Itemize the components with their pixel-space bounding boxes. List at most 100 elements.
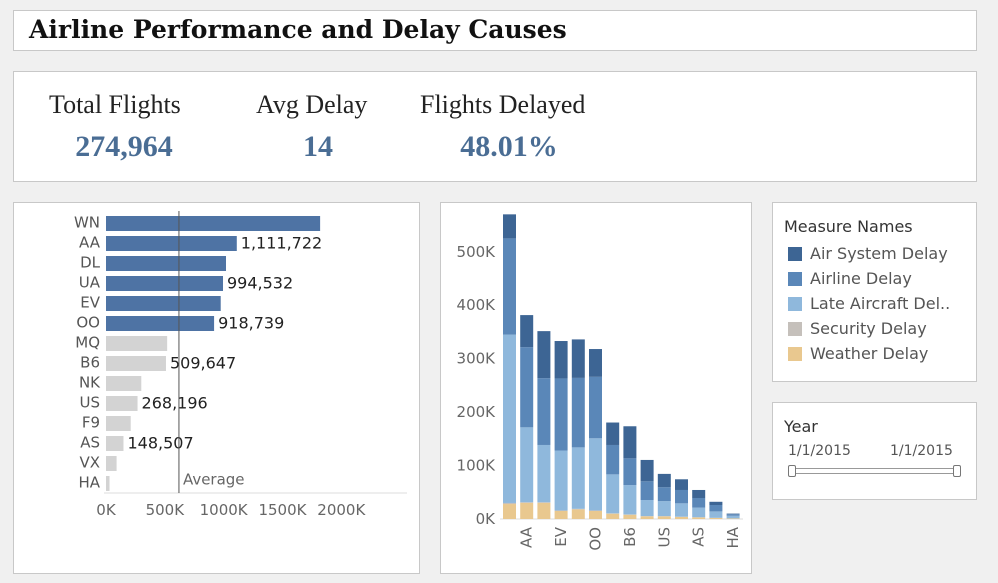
x-tick-label: EV [552, 526, 570, 546]
bar-wn [106, 216, 321, 231]
page-title: Airline Performance and Delay Causes [29, 15, 567, 44]
year-filter: Year 1/1/2015 1/1/2015 [772, 402, 977, 500]
flights-by-airline-chart[interactable]: WN AA 1,111,722 DL UA 994,532 EV OO 918,739 MQ B6 5… [13, 202, 420, 574]
x-tick-label: 500K [146, 501, 186, 519]
stack-segment-b6 [623, 514, 637, 519]
data-label: 268,196 [142, 394, 208, 413]
bar-ev [106, 296, 221, 311]
kpi-flights-delayed-label: Flights Delayed [420, 90, 586, 119]
y-tick-label: 100K [457, 457, 497, 475]
x-tick-label: 0K [96, 501, 117, 519]
stack-segment-vx [709, 517, 723, 519]
legend-label: Security Delay [810, 319, 927, 338]
kpi-avg-delay-value: 14 [303, 130, 333, 163]
stack-segment-ua [571, 447, 585, 509]
stack-segment-aa [520, 502, 534, 503]
stack-segment-dl [537, 502, 551, 503]
stack-segment-dl [537, 378, 551, 445]
stack-segment-ha [726, 513, 740, 515]
category-label: WN [74, 214, 100, 232]
bar-f9 [106, 416, 131, 431]
x-tick-label: AS [690, 527, 708, 547]
stack-segment-b6 [623, 426, 637, 459]
stack-segment-mq [606, 513, 620, 519]
stack-segment-aa [520, 315, 534, 348]
category-label: B6 [80, 354, 100, 372]
stack-segment-wn [503, 238, 516, 335]
category-label: UA [79, 274, 101, 292]
title-panel: Airline Performance and Delay Causes [13, 10, 977, 51]
category-label: HA [78, 474, 100, 492]
stack-segment-f9 [675, 489, 688, 504]
stack-segment-oo [589, 438, 602, 511]
category-label: AA [79, 234, 101, 252]
year-filter-title: Year [784, 417, 818, 436]
x-tick-label: US [655, 527, 673, 548]
stack-segment-wn [503, 502, 516, 505]
stack-segment-us [657, 501, 671, 517]
category-label: MQ [75, 334, 100, 352]
stack-segment-mq [606, 474, 620, 514]
y-tick-label: 400K [457, 296, 497, 314]
stack-segment-ua [571, 508, 585, 510]
stack-segment-mq [606, 422, 620, 445]
legend-item-weather-delay[interactable]: Weather Delay [788, 344, 973, 364]
y-tick-label: 0K [476, 510, 497, 528]
bar-as [106, 436, 124, 451]
bar-us [106, 396, 138, 411]
legend-label: Weather Delay [810, 344, 929, 363]
stack-segment-wn [503, 214, 516, 239]
stack-segment-ua [571, 339, 585, 378]
stack-segment-f9 [675, 516, 688, 519]
legend-swatch [788, 297, 802, 311]
stack-segment-b6 [623, 485, 637, 515]
stack-segment-as [692, 489, 706, 498]
delay-causes-chart[interactable]: 0K 100K 200K 300K 400K 500K AA EV OO B6 US AS HA [440, 202, 752, 574]
year-slider-track[interactable] [791, 468, 958, 474]
bar-aa [106, 236, 237, 251]
legend-item-air-system-delay[interactable]: Air System Delay [788, 244, 973, 264]
year-slider-end-handle[interactable] [953, 465, 961, 477]
x-tick-label: HA [724, 526, 742, 548]
stack-segment-dl [537, 444, 551, 503]
stack-segment-f9 [675, 479, 688, 490]
kpi-avg-delay-label: Avg Delay [256, 90, 368, 119]
kpi-total-flights-label: Total Flights [49, 90, 181, 119]
stack-segment-oo [589, 349, 602, 377]
legend-item-airline-delay[interactable]: Airline Delay [788, 269, 973, 289]
legend-swatch [788, 247, 802, 261]
stack-segment-wn [503, 334, 516, 503]
stack-segment-us [657, 516, 671, 519]
legend-label: Air System Delay [810, 244, 948, 263]
category-label: OO [76, 314, 100, 332]
stack-segment-vx [709, 511, 723, 518]
bar-ua [106, 276, 224, 291]
stack-segment-dl [537, 331, 551, 379]
stack-segment-ua [571, 377, 585, 448]
year-start-value: 1/1/2015 [788, 443, 851, 459]
data-label: 148,507 [127, 434, 193, 453]
legend-title: Measure Names [784, 217, 913, 236]
legend-swatch [788, 272, 802, 286]
category-label: US [79, 394, 100, 412]
data-label: 918,739 [218, 314, 284, 333]
stack-segment-aa [520, 347, 534, 428]
legend-item-late-aircraft-delay[interactable]: Late Aircraft Del.. [788, 294, 973, 314]
category-label: NK [79, 374, 101, 392]
stack-segment-aa [520, 427, 534, 503]
stack-segment-ha [726, 514, 740, 516]
stack-segment-wn [503, 504, 516, 519]
data-label: 1,111,722 [241, 234, 322, 253]
year-slider-start-handle[interactable] [788, 465, 796, 477]
data-label: 994,532 [227, 274, 293, 293]
stack-segment-nk [640, 459, 654, 482]
legend-item-security-delay[interactable]: Security Delay [788, 319, 973, 339]
legend-label: Airline Delay [810, 269, 912, 288]
stack-segment-us [657, 487, 671, 502]
bar-dl [106, 256, 226, 271]
kpi-panel: Total Flights 274,964 Avg Delay 14 Fligh… [13, 71, 977, 182]
bar-oo [106, 316, 215, 331]
x-tick-label: OO [587, 527, 605, 551]
measure-names-legend: Measure Names Air System Delay Airline D… [772, 202, 977, 382]
stack-segment-ua [571, 509, 585, 519]
